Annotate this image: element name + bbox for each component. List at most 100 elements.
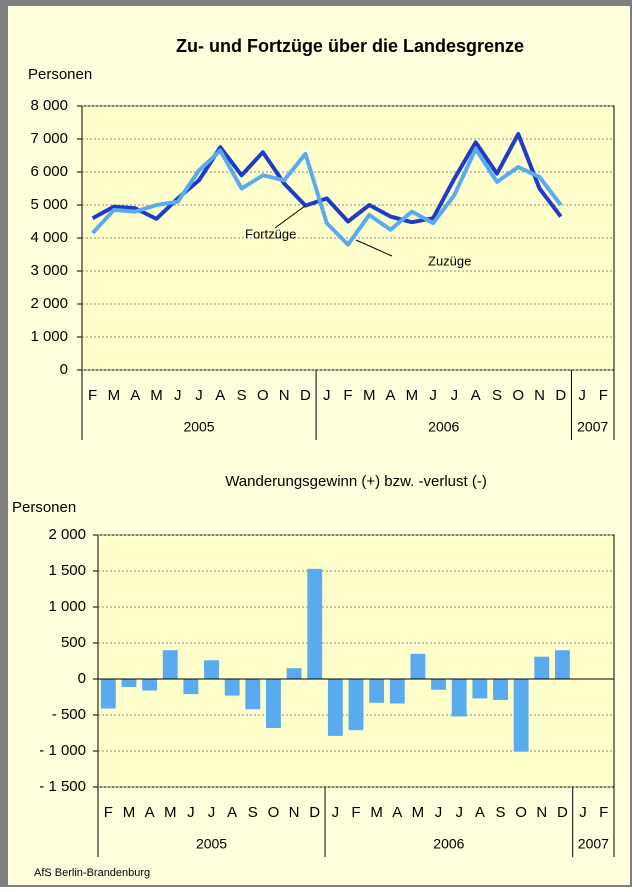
chart-title: Zu- und Fortzüge über die Landesgrenze xyxy=(176,36,524,56)
x-tick-label: D xyxy=(309,804,320,821)
x-tick-label: J xyxy=(195,387,203,404)
x-tick-label: F xyxy=(88,387,97,404)
group-label: 2005 xyxy=(196,836,227,852)
annotation-leader xyxy=(274,205,306,229)
x-tick-label: A xyxy=(386,387,396,404)
bar xyxy=(534,656,550,679)
bar xyxy=(451,679,467,717)
x-tick-label: J xyxy=(332,804,340,821)
x-tick-label: J xyxy=(578,387,586,404)
legend-label: Zuzüge xyxy=(428,253,471,268)
bar xyxy=(224,679,240,696)
x-tick-label: M xyxy=(363,387,376,404)
footer: AfS Berlin-Brandenburg xyxy=(34,867,150,879)
bar xyxy=(472,679,488,699)
x-tick-label: J xyxy=(451,387,459,404)
annotation-leader xyxy=(355,239,393,257)
x-tick-label: J xyxy=(187,804,195,821)
x-tick-label: S xyxy=(237,387,247,404)
bar xyxy=(307,568,323,679)
x-tick-label: A xyxy=(471,387,481,404)
bar xyxy=(204,660,219,679)
y-tick-label: 0 xyxy=(60,361,68,378)
x-tick-label: A xyxy=(145,804,155,821)
x-tick-label: M xyxy=(108,387,121,404)
x-tick-label: D xyxy=(555,387,566,404)
y-axis-label: Personen xyxy=(28,66,92,83)
legend-label: Fortzüge xyxy=(245,226,296,241)
x-tick-label: O xyxy=(512,387,524,404)
bar xyxy=(266,679,281,728)
y-tick-label: 0 xyxy=(78,670,86,687)
y-axis-label: Personen xyxy=(12,499,76,516)
x-tick-label: N xyxy=(279,387,290,404)
x-tick-label: O xyxy=(257,387,269,404)
bar xyxy=(431,679,446,690)
bar xyxy=(389,679,405,704)
y-tick-label: 6 000 xyxy=(30,163,68,180)
bar xyxy=(142,679,158,691)
y-tick-label: 1 000 xyxy=(30,328,68,345)
bar xyxy=(410,653,426,679)
x-tick-label: O xyxy=(515,804,527,821)
bar xyxy=(554,650,570,679)
x-tick-label: M xyxy=(412,804,425,821)
bar xyxy=(245,679,261,710)
y-tick-label: 1 000 xyxy=(48,598,86,615)
chart-title: Wanderungsgewinn (+) bzw. -verlust (-) xyxy=(225,473,487,490)
x-tick-label: M xyxy=(370,804,383,821)
x-tick-label: O xyxy=(268,804,280,821)
x-tick-label: D xyxy=(300,387,311,404)
y-tick-label: - 500 xyxy=(52,706,86,723)
y-tick-label: - 1 500 xyxy=(39,778,86,795)
x-tick-label: M xyxy=(150,387,163,404)
y-tick-label: 3 000 xyxy=(30,262,68,279)
x-tick-label: J xyxy=(429,387,437,404)
x-tick-label: M xyxy=(164,804,177,821)
x-tick-label: A xyxy=(392,804,402,821)
x-tick-label: J xyxy=(208,804,216,821)
y-tick-label: 2 000 xyxy=(30,295,68,312)
x-tick-label: F xyxy=(104,804,113,821)
x-tick-label: F xyxy=(351,804,360,821)
group-label: 2005 xyxy=(183,419,214,435)
group-label: 2006 xyxy=(433,836,464,852)
x-tick-label: A xyxy=(130,387,140,404)
bar xyxy=(286,668,302,679)
x-tick-label: F xyxy=(343,387,352,404)
x-tick-label: S xyxy=(248,804,258,821)
y-tick-label: 4 000 xyxy=(30,229,68,246)
x-tick-label: A xyxy=(215,387,225,404)
bar xyxy=(183,679,199,695)
y-tick-label: 1 500 xyxy=(48,562,86,579)
x-tick-label: F xyxy=(599,387,608,404)
group-label: 2007 xyxy=(578,836,609,852)
bar xyxy=(369,679,385,703)
y-tick-label: 8 000 xyxy=(30,97,68,114)
bar xyxy=(493,679,508,700)
bar xyxy=(162,650,178,679)
x-tick-label: J xyxy=(435,804,443,821)
x-tick-label: D xyxy=(557,804,568,821)
x-tick-label: S xyxy=(492,387,502,404)
x-tick-label: N xyxy=(289,804,300,821)
y-tick-label: - 1 000 xyxy=(39,742,86,759)
bar xyxy=(121,679,137,687)
x-tick-label: F xyxy=(599,804,608,821)
y-tick-label: 500 xyxy=(61,634,86,651)
x-tick-label: M xyxy=(123,804,136,821)
x-tick-label: N xyxy=(536,804,547,821)
line xyxy=(91,146,563,247)
x-tick-label: J xyxy=(323,387,331,404)
x-tick-label: S xyxy=(495,804,505,821)
y-tick-label: 2 000 xyxy=(48,526,86,543)
x-tick-label: M xyxy=(406,387,419,404)
x-tick-label: A xyxy=(475,804,485,821)
x-tick-label: N xyxy=(534,387,545,404)
group-label: 2006 xyxy=(428,419,459,435)
bar xyxy=(100,679,116,709)
line xyxy=(91,132,563,225)
x-tick-label: A xyxy=(227,804,237,821)
x-tick-label: J xyxy=(579,804,587,821)
